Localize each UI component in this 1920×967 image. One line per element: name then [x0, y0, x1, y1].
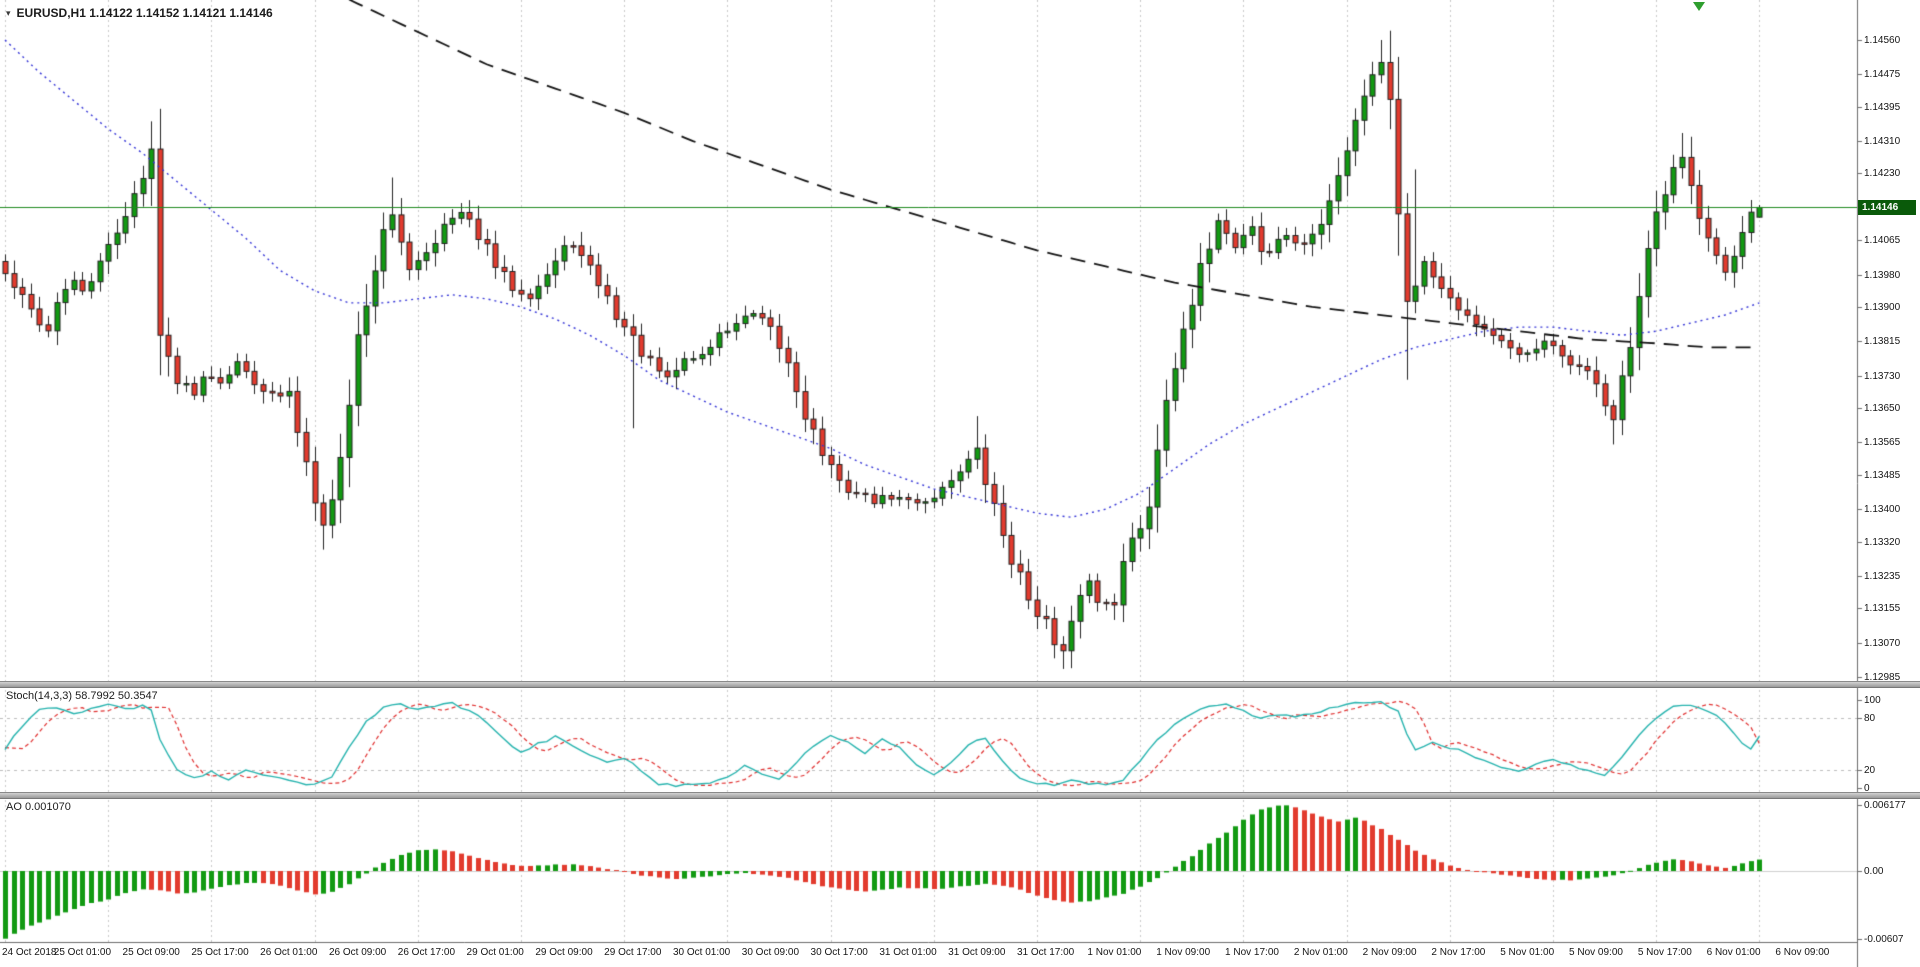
time-label: 6 Nov 01:00	[1706, 947, 1761, 958]
price-tick-label: 20	[1864, 765, 1876, 777]
symbol-dropdown-icon[interactable]: ▾	[6, 8, 11, 18]
price-tick-label: 1.14395	[1864, 101, 1901, 113]
time-label: 29 Oct 17:00	[604, 947, 662, 958]
price-tick-label: 1.14560	[1864, 35, 1901, 46]
chart-shift-marker[interactable]	[1693, 2, 1705, 11]
time-label: 5 Nov 09:00	[1569, 947, 1623, 958]
current-price-value: 1.14146	[1862, 201, 1899, 213]
price-tick-label: 1.13320	[1864, 536, 1901, 548]
time-label: 26 Oct 09:00	[328, 947, 387, 958]
price-tick-label: 1.13155	[1864, 603, 1901, 615]
time-label: 1 Nov 17:00	[1225, 947, 1279, 958]
time-label: 5 Nov 01:00	[1500, 947, 1555, 958]
time-label: 1 Nov 01:00	[1087, 947, 1142, 958]
price-tick-label: 80	[1864, 712, 1876, 724]
price-tick-label: 1.14475	[1864, 69, 1901, 81]
time-label: 31 Oct 17:00	[1016, 947, 1075, 958]
time-label: 29 Oct 01:00	[466, 947, 524, 958]
time-label: 6 Nov 09:00	[1775, 947, 1830, 958]
price-tick-label: 0.006177	[1864, 800, 1906, 811]
price-tick-label: 1.14310	[1864, 136, 1901, 148]
price-tick-label: 1.12985	[1864, 672, 1901, 683]
price-tick-label: 1.13235	[1864, 570, 1901, 582]
panel-separator-ao[interactable]	[0, 792, 1920, 799]
price-tick-label: 1.13400	[1864, 504, 1901, 516]
time-label: 2 Nov 17:00	[1431, 947, 1486, 958]
time-label: 30 Oct 17:00	[810, 947, 868, 958]
time-label: 31 Oct 09:00	[948, 947, 1006, 958]
ao-indicator-label: AO 0.001070	[6, 801, 71, 813]
price-tick-label: 100	[1864, 695, 1881, 706]
price-tick-label: 1.13070	[1864, 637, 1901, 649]
time-label: 31 Oct 01:00	[879, 947, 937, 958]
time-label: 2 Nov 09:00	[1362, 947, 1417, 958]
price-tick-label: -0.00607	[1864, 934, 1904, 945]
time-label: 30 Oct 09:00	[741, 947, 800, 958]
symbol-ohlc-text: EURUSD,H1 1.14122 1.14152 1.14121 1.1414…	[16, 6, 273, 20]
chart-title: ▾ EURUSD,H1 1.14122 1.14152 1.14121 1.14…	[6, 6, 273, 20]
time-label: 5 Nov 17:00	[1637, 947, 1692, 958]
price-axis[interactable]: 1.14560 1.14475 1.14395 1.14310 1.14230 1.140…	[1858, 0, 1920, 967]
price-tick-label: 1.13730	[1864, 370, 1901, 382]
price-tick-label: 1.13815	[1864, 336, 1901, 348]
price-tick-label: 1.13980	[1864, 269, 1901, 281]
price-tick-label: 0.00	[1864, 866, 1884, 877]
time-label: 2 Nov 01:00	[1293, 947, 1348, 958]
stoch-indicator-label: Stoch(14,3,3) 58.7992 50.3547	[6, 690, 158, 702]
current-price-tag: 1.14146	[1858, 199, 1916, 215]
price-tick-label: 1.13650	[1864, 403, 1901, 415]
price-tick-label: 1.13565	[1864, 437, 1901, 449]
time-label: 29 Oct 09:00	[535, 947, 593, 958]
price-tick-label: 0	[1864, 783, 1870, 794]
time-axis[interactable]: 24 Oct 2018 25 Oct 01:00 25 Oct 09:00 25 Oc…	[0, 942, 1857, 967]
price-tick-label: 1.13900	[1864, 301, 1901, 313]
price-tick-label: 1.14230	[1864, 168, 1901, 180]
time-label: 25 Oct 01:00	[53, 947, 112, 958]
time-label: 1 Nov 09:00	[1156, 947, 1211, 958]
time-label: 25 Oct 17:00	[191, 947, 249, 958]
time-label: 26 Oct 17:00	[397, 947, 456, 958]
price-tick-label: 1.13485	[1864, 469, 1901, 481]
time-label: 26 Oct 01:00	[260, 947, 318, 958]
panel-separator-stoch[interactable]	[0, 681, 1920, 688]
price-tick-label: 1.14065	[1864, 235, 1901, 247]
time-label: 24 Oct 2018	[2, 947, 57, 958]
time-label: 30 Oct 01:00	[672, 947, 731, 958]
time-label: 25 Oct 09:00	[122, 947, 180, 958]
